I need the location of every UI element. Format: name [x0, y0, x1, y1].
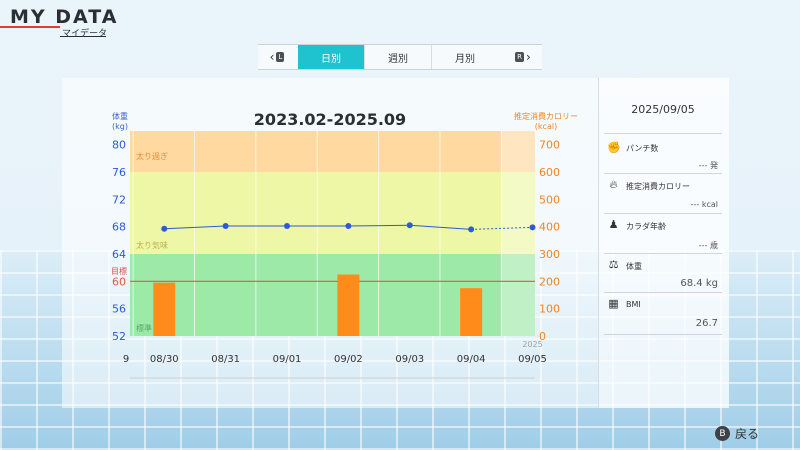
detail-date: 2025/09/05	[631, 103, 695, 116]
detail-divider	[604, 334, 722, 335]
header-underline	[60, 36, 106, 37]
flame-icon: 🔥︎	[609, 178, 618, 191]
right-axis-label: 推定消費カロリー	[514, 112, 578, 121]
l-key-icon: L	[276, 52, 285, 62]
chevron-left-icon: ‹	[269, 50, 275, 64]
b-button-icon: B	[715, 426, 730, 441]
page-title: MY DATA	[10, 6, 119, 28]
scale-icon: ⚖	[608, 258, 619, 271]
detail-divider	[604, 253, 722, 254]
tab-daily[interactable]: 日別	[298, 45, 364, 69]
header-accent-line	[0, 26, 60, 28]
right-axis-title: 推定消費カロリー (kcal)	[510, 112, 582, 132]
chevron-right-icon: ›	[526, 50, 531, 64]
prev-period-button[interactable]: ‹ L	[258, 45, 298, 69]
body-age-value: --- 歳	[698, 241, 718, 250]
calorie-label: 推定消費カロリー	[626, 182, 690, 191]
r-key-icon: R	[515, 52, 525, 62]
body-age-icon: ♟	[608, 218, 619, 231]
back-button[interactable]: B 戻る	[715, 425, 759, 442]
punch-value: --- 発	[698, 161, 718, 170]
next-period-button[interactable]: R ›	[502, 45, 542, 69]
left-axis-unit: (kg)	[112, 122, 128, 131]
body-age-label: カラダ年齢	[626, 222, 666, 231]
detail-divider	[604, 213, 722, 214]
chart-title: 2023.02-2025.09	[253, 110, 407, 129]
punch-label: パンチ数	[626, 144, 659, 153]
calorie-value: --- kcal	[690, 200, 718, 209]
left-axis-title: 体重 (kg)	[108, 112, 132, 132]
bmi-label: BMI	[626, 300, 641, 309]
detail-divider	[604, 133, 722, 134]
detail-divider	[604, 292, 722, 293]
back-label: 戻る	[735, 427, 760, 441]
bmi-value: 26.7	[695, 318, 718, 329]
page-subtitle: マイデータ	[62, 29, 108, 39]
weight-label: 体重	[626, 262, 642, 271]
period-tabbar: ‹ L 日別 週別 月別 R ›	[258, 44, 542, 70]
punch-icon: ✊	[607, 141, 621, 154]
tab-monthly[interactable]: 月別	[431, 45, 498, 69]
right-axis-unit: (kcal)	[534, 122, 558, 131]
left-axis-label: 体重	[112, 112, 128, 121]
calculator-icon: ▦	[608, 297, 619, 310]
tab-weekly[interactable]: 週別	[364, 45, 431, 69]
weight-value: 68.4 kg	[680, 278, 718, 289]
detail-divider	[604, 173, 722, 174]
